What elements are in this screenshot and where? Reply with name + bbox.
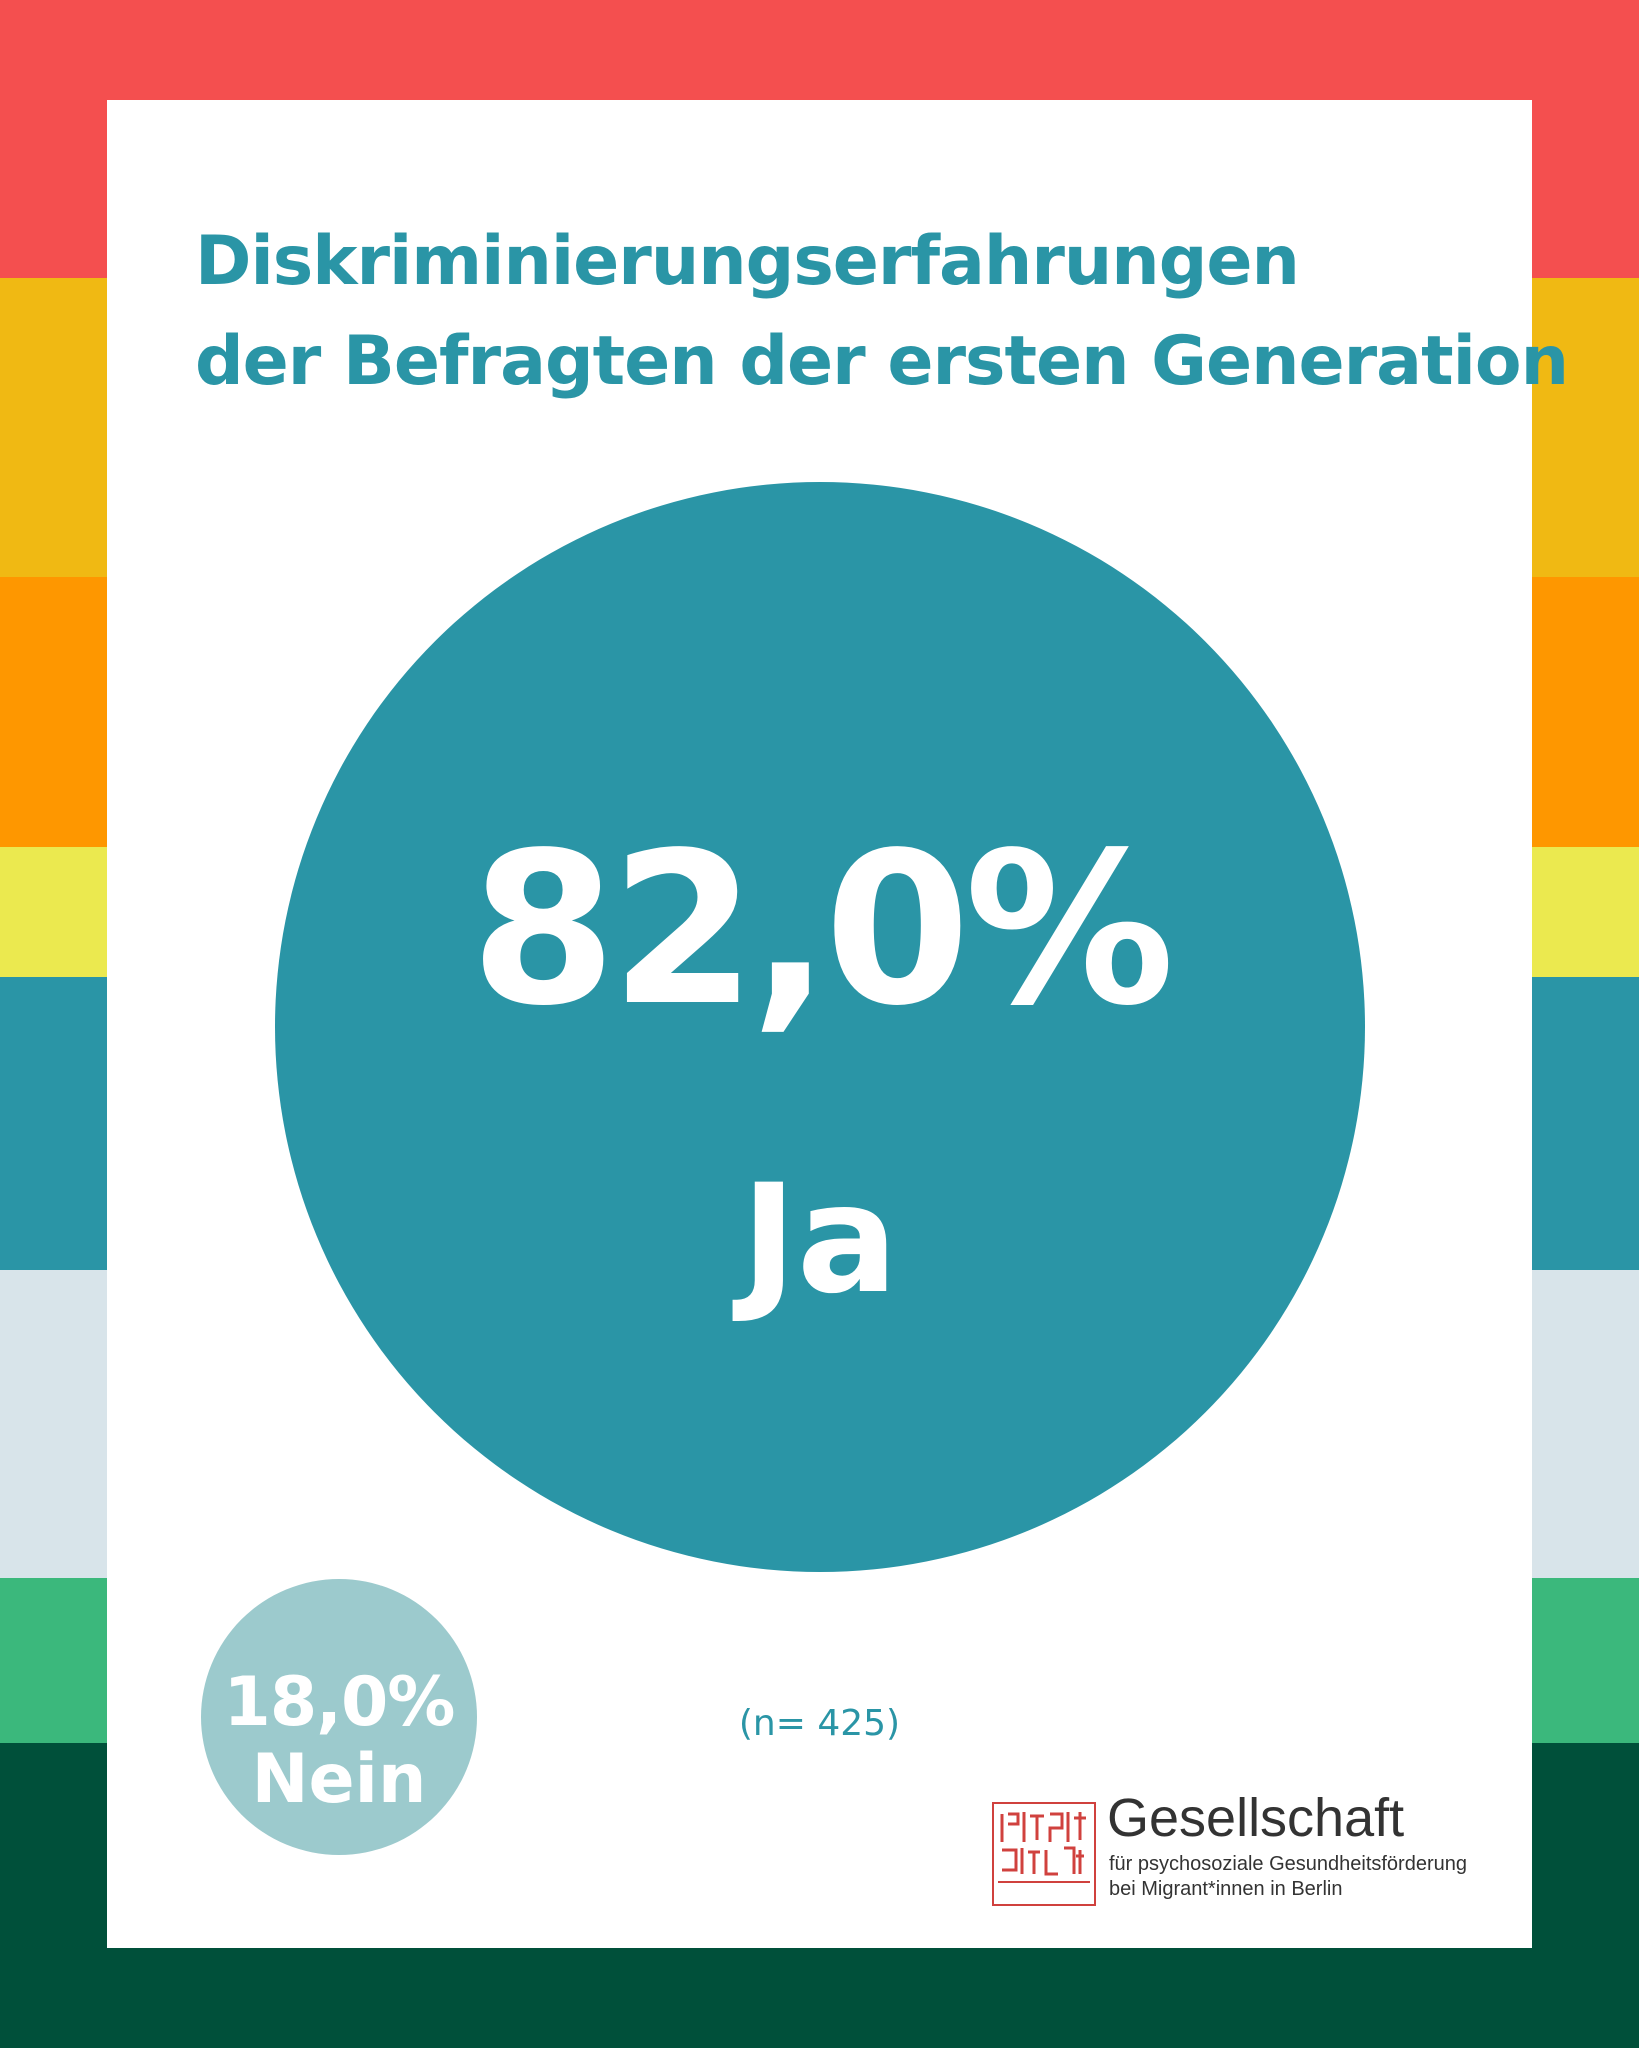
logo-subtitle-line-2: bei Migrant*innen in Berlin xyxy=(1109,1878,1343,1900)
ja-category-label: Ja xyxy=(740,1153,899,1327)
nein-category-label: Nein xyxy=(251,1740,427,1819)
logo-seal-icon xyxy=(992,1802,1096,1906)
logo-name: Gesellschaft xyxy=(1107,1788,1405,1848)
chart-title: Diskriminierungserfahrungen der Befragte… xyxy=(195,212,1569,412)
infographic-card: Diskriminierungserfahrungen der Befragte… xyxy=(107,100,1569,1948)
bubble-ja xyxy=(275,482,1365,1572)
bubble-nein xyxy=(201,1579,477,1855)
bubble-chart xyxy=(201,482,1365,1855)
title-line-2: der Befragten der ersten Generation xyxy=(195,322,1569,401)
nein-percent-label: 18,0% xyxy=(223,1663,456,1742)
ja-percent-label: 82,0% xyxy=(470,807,1175,1052)
logo-subtitle-line-1: für psychosoziale Gesundheitsförderung xyxy=(1109,1853,1467,1875)
sample-size-label: (n= 425) xyxy=(738,1703,901,1744)
title-line-1: Diskriminierungserfahrungen xyxy=(195,222,1300,301)
